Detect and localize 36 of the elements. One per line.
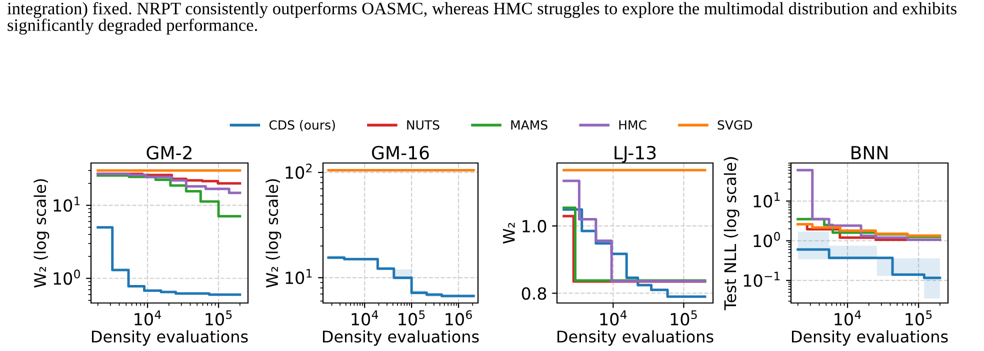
y-tick-label: 10$^{2}$	[286, 164, 312, 179]
y-tick-label: 0.8	[522, 287, 546, 300]
x-axis-title: Density evaluations	[92, 330, 248, 346]
x-tick-label: 10$^{4}$	[834, 310, 861, 326]
text: integration) fixed. NRPT consistently outperforms OASMC, whereas HMC struggles to explore the multimodal distribution and exhibits significantly degraded performance.	[7, 2, 956, 35]
y-axis-title: W₂ (log scale)	[34, 179, 50, 288]
y-tick-label: 10$^{1}$	[754, 192, 780, 208]
x-tick-label: 10$^{5}$	[398, 310, 425, 326]
y-tick-label: 10$^{1}$	[54, 196, 80, 212]
legend-label: HMC	[619, 120, 646, 130]
x-tick-label: 10$^{5}$	[670, 310, 697, 326]
y-tick-label: 1.0	[522, 220, 546, 232]
legend-label: MAMS	[511, 120, 548, 130]
x-tick-label: 10$^{6}$	[446, 310, 472, 326]
x-tick-label: 10$^{5}$	[906, 310, 932, 326]
x-tick-label: 10$^{4}$	[600, 310, 627, 326]
legend-label: CDS (ours)	[269, 120, 335, 132]
x-tick-label: 10$^{4}$	[134, 310, 161, 326]
x-tick-label: 10$^{4}$	[352, 310, 378, 326]
legend-label: NUTS	[407, 120, 440, 130]
y-axis-title: Test NLL (log scale)	[724, 157, 740, 310]
y-tick-label: 10$^{1}$	[286, 269, 312, 284]
chart-title: BNN	[852, 146, 888, 160]
y-tick-label: 10$^{0}$	[54, 270, 80, 285]
x-axis-title: Density evaluations	[792, 330, 948, 346]
y-tick-label: 10$^{−1}$	[744, 272, 780, 287]
x-axis-title: Density evaluations	[558, 330, 714, 346]
y-axis-title: W₂ (log scale)	[266, 179, 282, 288]
chart-title: LJ-13	[614, 146, 656, 163]
x-tick-label: 10$^{5}$	[206, 310, 232, 326]
chart-title: GM-2	[146, 146, 192, 160]
y-axis-title: W₂	[503, 222, 515, 244]
chart-title: GM-16	[372, 146, 429, 160]
y-tick-label: 10$^{0}$	[754, 232, 780, 248]
x-axis-title: Density evaluations	[323, 330, 479, 346]
legend-label: SVGD	[718, 120, 752, 130]
